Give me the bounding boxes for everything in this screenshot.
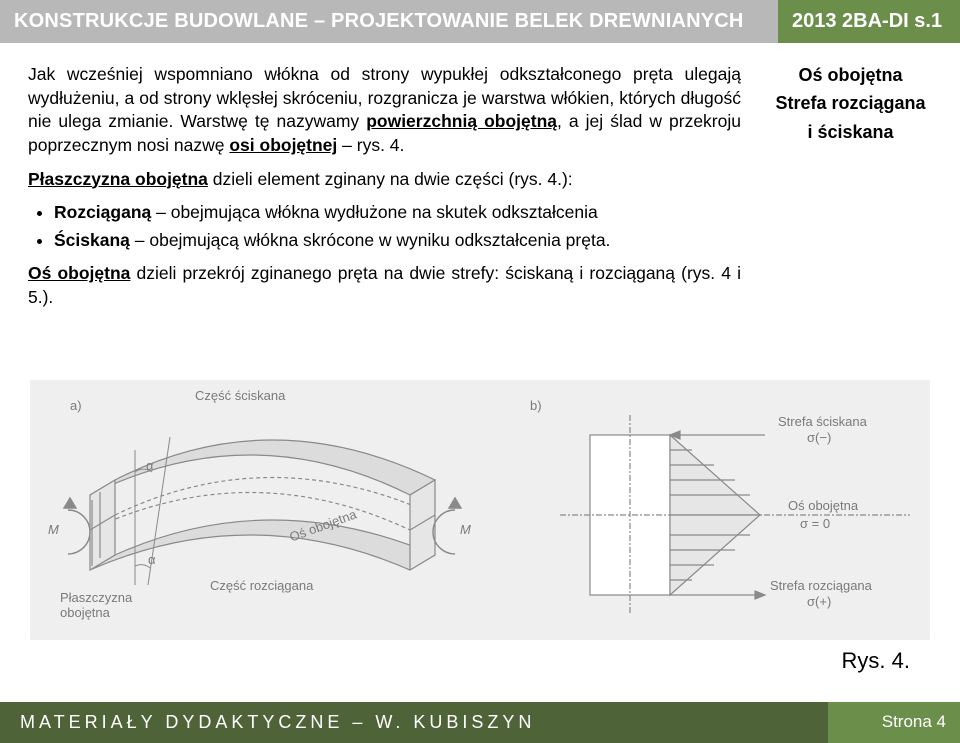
figure-diagram: a) Część ściskana Część rozciągana Płasz… [30,380,930,640]
paragraph-2: Płaszczyzna obojętna dzieli element zgin… [28,168,741,192]
p3-rest: dzieli przekrój zginanego pręta na dwie … [28,263,741,307]
p2-term: Płaszczyzna obojętna [28,169,208,189]
bullet-rest-1: – obejmująca włókna wydłużone na skutek … [151,202,598,222]
bullet-rest-2: – obejmującą włókna skrócone w wyniku od… [130,230,611,250]
p1-text-c: – rys. 4. [337,135,404,155]
bullet-bold-2: Ściskaną [54,230,130,250]
paragraph-1: Jak wcześniej wspomniano włókna od stron… [28,63,741,158]
side-line-2: Strefa rozciągana [763,91,938,115]
diagram-label-czesc-sciskana: Część ściskana [195,388,285,403]
header-title-left: KONSTRUKCJE BUDOWLANE – PROJEKTOWANIE BE… [0,0,778,43]
footer-bar: MATERIAŁY DYDAKTYCZNE – W. KUBISZYN Stro… [0,702,960,743]
diagram-label-czesc-rozciagana: Część rozciągana [210,578,313,593]
figure-caption: Rys. 4. [842,648,910,674]
list-item: Rozciąganą – obejmująca włókna wydłużone… [54,201,741,225]
diagram-label-alpha-1: α [146,458,154,473]
diagram-label-os-obojetna: Oś obojętna [788,498,858,513]
diagram-label-sigma-plus: σ(+) [807,594,831,609]
diagram-label-m-left: M [48,522,59,537]
bullet-list: Rozciąganą – obejmująca włókna wydłużone… [28,201,741,252]
side-column: Oś obojętna Strefa rozciągana i ściskana [763,63,938,320]
side-line-1: Oś obojętna [763,63,938,87]
list-item: Ściskaną – obejmującą włókna skrócone w … [54,229,741,253]
diagram-label-plaszczyzna: Płaszczyzna [60,590,132,605]
diagram-label-b: b) [530,398,542,413]
header-bar: KONSTRUKCJE BUDOWLANE – PROJEKTOWANIE BE… [0,0,960,43]
diagram-label-m-right: M [460,522,471,537]
diagram-label-sigma-zero: σ = 0 [800,516,830,531]
diagram-label-strefa-rozciagana: Strefa rozciągana [770,578,872,593]
diagram-label-sigma-minus: σ(−) [807,430,831,445]
side-line-3: i ściskana [763,120,938,144]
diagram-label-obojetna: obojętna [60,605,110,620]
p1-term-2: osi obojętnej [229,135,337,155]
content-area: Jak wcześniej wspomniano włókna od stron… [0,43,960,320]
diagram-label-a: a) [70,398,82,413]
footer-right: Strona 4 [828,702,960,743]
p2-rest: dzieli element zginany na dwie części (r… [208,169,573,189]
diagram-label-strefa-sciskana: Strefa ściskana [778,414,867,429]
main-column: Jak wcześniej wspomniano włókna od stron… [28,63,741,320]
diagram-label-alpha-2: α [148,552,156,567]
header-title-right: 2013 2BA-DI s.1 [778,0,960,43]
p1-term-1: powierzchnią obojętną [366,111,557,131]
footer-left: MATERIAŁY DYDAKTYCZNE – W. KUBISZYN [0,702,828,743]
p3-term: Oś obojętna [28,263,130,283]
bullet-bold-1: Rozciąganą [54,202,151,222]
paragraph-3: Oś obojętna dzieli przekrój zginanego pr… [28,262,741,309]
